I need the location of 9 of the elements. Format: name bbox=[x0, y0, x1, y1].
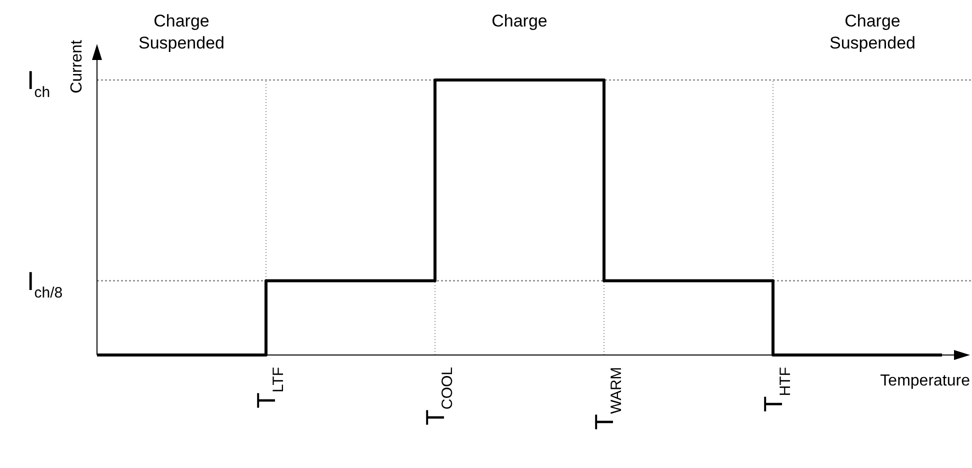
text: Charge Suspended bbox=[138, 12, 225, 53]
x-tick-label: TWARM bbox=[589, 366, 625, 430]
x-axis-title: Temperature bbox=[880, 372, 970, 390]
x-tick-label: TCOOL bbox=[420, 366, 456, 426]
text: Charge bbox=[492, 12, 548, 31]
y-axis-title: Current bbox=[68, 39, 86, 94]
x-tick-label: TLTF bbox=[251, 366, 287, 408]
x-tick-label: THTF bbox=[758, 366, 794, 412]
text: Charge Suspended bbox=[829, 12, 916, 53]
